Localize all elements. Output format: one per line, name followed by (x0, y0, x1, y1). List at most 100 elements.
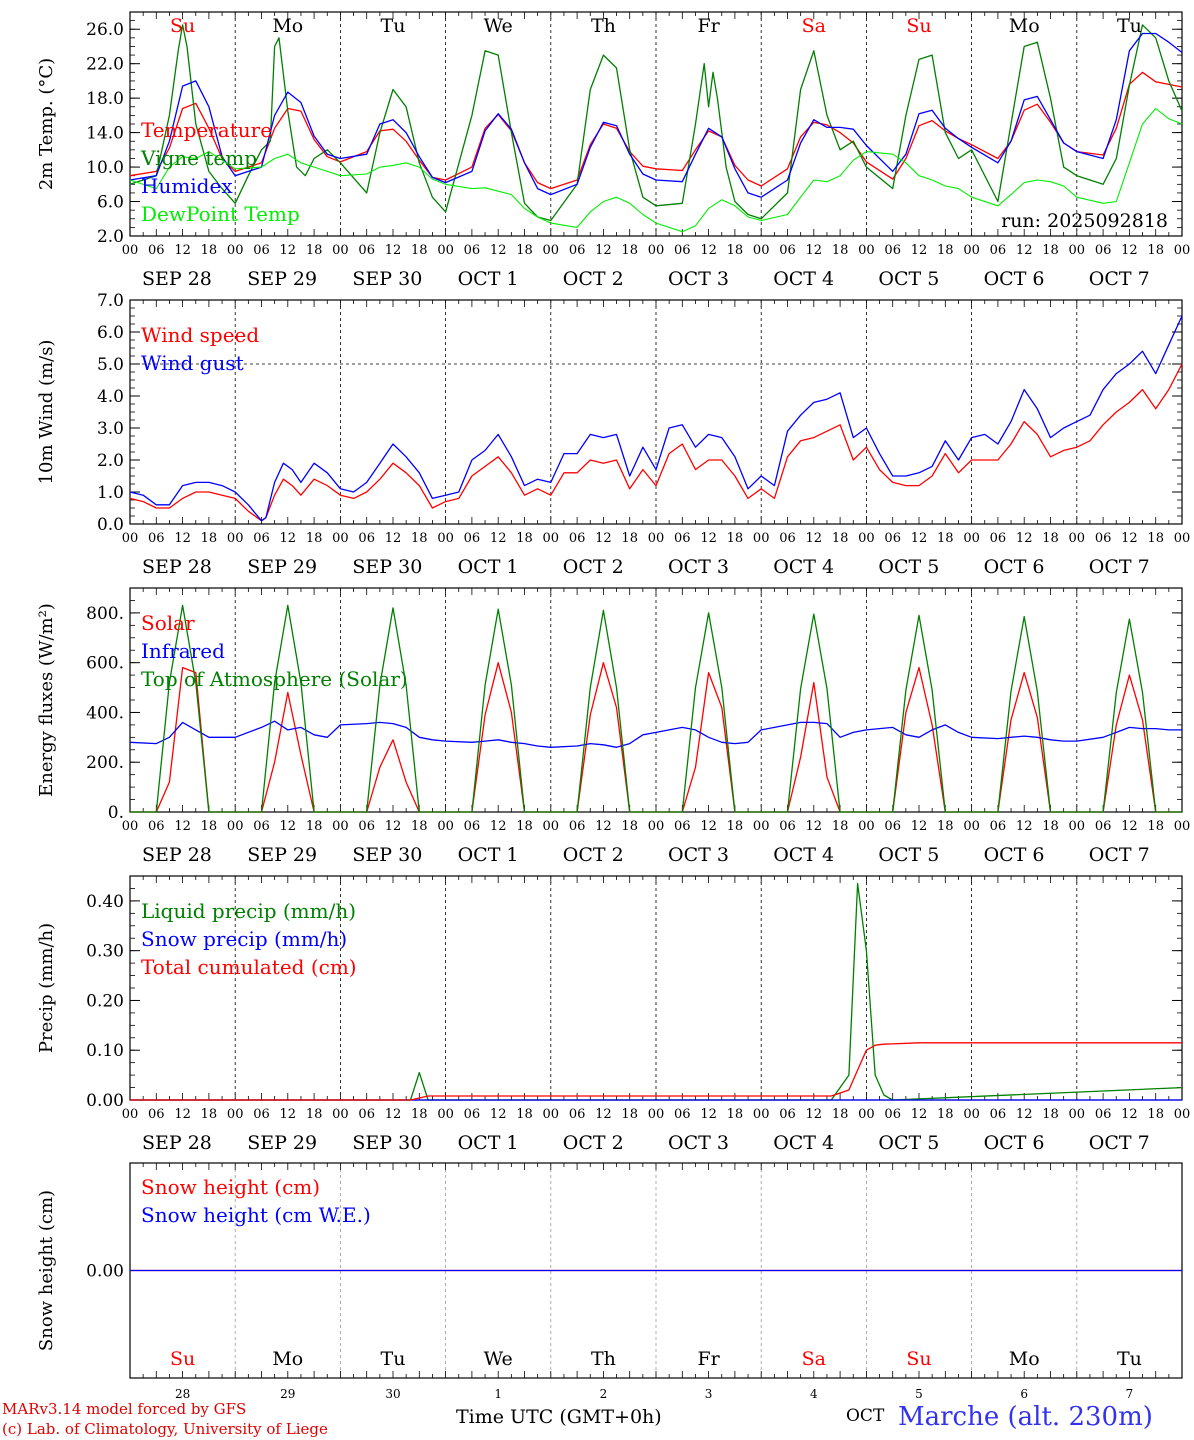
y-tick-label: 4.0 (97, 387, 124, 407)
hour-label: 00 (1069, 243, 1086, 258)
y-tick-label: 0.40 (86, 892, 124, 912)
hour-label: 00 (437, 531, 454, 546)
hour-label: 06 (990, 1107, 1007, 1122)
hour-label: 06 (1095, 1107, 1112, 1122)
y-tick-label: 2.0 (97, 227, 124, 247)
hour-label: 00 (543, 1107, 560, 1122)
y-tick-label: 0.0 (97, 515, 124, 535)
hour-label: 00 (437, 243, 454, 258)
hour-label: 00 (648, 819, 665, 834)
hour-label: 06 (569, 1107, 586, 1122)
hour-label: 00 (227, 819, 244, 834)
hour-label: 18 (306, 819, 323, 834)
hour-label: 12 (280, 1107, 297, 1122)
hour-label: 18 (937, 1107, 954, 1122)
hour-label: 06 (464, 243, 481, 258)
series-line-vigne-temp (129, 24, 1183, 222)
month-label: OCT (846, 1406, 885, 1426)
hour-label: 06 (779, 243, 796, 258)
hour-label: 18 (306, 243, 323, 258)
hour-label: 12 (1016, 243, 1033, 258)
hour-label: 18 (621, 1107, 638, 1122)
hour-label: 00 (753, 1107, 770, 1122)
day-of-week-label: We (484, 1348, 513, 1370)
hour-label: 00 (963, 243, 980, 258)
hour-label: 00 (122, 531, 139, 546)
series-line-dewpoint-temp (129, 107, 1183, 233)
hour-label: 00 (753, 819, 770, 834)
y-tick-label: 5.0 (97, 355, 124, 375)
date-label: OCT 1 (458, 844, 519, 866)
hour-label: 18 (411, 531, 428, 546)
y-tick-label: 0.00 (86, 1091, 124, 1111)
date-label: SEP 29 (247, 556, 317, 578)
date-label: OCT 5 (878, 556, 939, 578)
hour-label: 12 (1016, 819, 1033, 834)
legend-entry: Solar (141, 611, 195, 635)
hour-label: 12 (1121, 531, 1138, 546)
date-label: OCT 2 (563, 1132, 624, 1154)
day-number-label: 1 (494, 1387, 502, 1401)
hour-label: 12 (700, 243, 717, 258)
hour-label: 18 (832, 819, 849, 834)
hour-label: 12 (700, 1107, 717, 1122)
hour-label: 00 (858, 819, 875, 834)
date-label: OCT 4 (773, 556, 834, 578)
y-tick-label: 3.0 (97, 419, 124, 439)
hour-label: 00 (122, 243, 139, 258)
legend-entry: Humidex (141, 174, 233, 198)
day-number-label: 7 (1126, 1387, 1134, 1401)
day-number-label: 29 (280, 1387, 295, 1401)
hour-label: 00 (122, 1107, 139, 1122)
hour-label: 12 (806, 243, 823, 258)
hour-label: 18 (727, 243, 744, 258)
hour-label: 12 (911, 531, 928, 546)
legend-entry: Wind speed (141, 323, 259, 347)
series-line-total-cumulated-cm- (130, 1042, 1182, 1101)
hour-label: 06 (779, 1107, 796, 1122)
legend-entry: Total cumulated (cm) (141, 955, 357, 979)
hour-label: 12 (490, 243, 507, 258)
hour-label: 18 (1042, 1107, 1059, 1122)
panel-3: 0. 200. 400. 600. 800. Energy fluxes (W/m²) So… (36, 587, 1191, 866)
legend-entry: Temperature (141, 118, 272, 142)
date-label: OCT 5 (878, 1132, 939, 1154)
hour-label: 12 (280, 243, 297, 258)
date-label: OCT 1 (458, 268, 519, 290)
panel-frame (129, 587, 1183, 813)
hour-label: 06 (990, 531, 1007, 546)
hour-label: 00 (963, 819, 980, 834)
legend-entry: DewPoint Temp (141, 202, 300, 226)
y-tick-label: 6.0 (97, 323, 124, 343)
hour-label: 00 (543, 819, 560, 834)
hour-label: 06 (253, 243, 270, 258)
hour-label: 18 (1147, 1107, 1164, 1122)
panel-frame (129, 299, 1183, 525)
series-line-infrared (129, 720, 1182, 748)
y-tick-label: 7.0 (97, 291, 124, 311)
date-label: SEP 28 (142, 844, 212, 866)
hour-label: 06 (569, 819, 586, 834)
day-of-week-label: Mo (272, 1348, 303, 1370)
credit-model: MARv3.14 model forced by GFS (2, 1400, 247, 1418)
day-number-label: 4 (810, 1387, 818, 1401)
y-tick-label: 1.0 (97, 483, 124, 503)
hour-label: 18 (201, 531, 218, 546)
hour-label: 12 (595, 819, 612, 834)
hour-label: 12 (595, 531, 612, 546)
day-of-week-label: Tu (1117, 15, 1142, 37)
hour-label: 00 (1174, 819, 1191, 834)
hour-label: 00 (1069, 1107, 1086, 1122)
hour-label: 18 (727, 1107, 744, 1122)
hour-label: 12 (911, 1107, 928, 1122)
hour-label: 00 (858, 243, 875, 258)
hour-label: 00 (227, 531, 244, 546)
y-tick-label: 2.0 (97, 451, 124, 471)
hour-label: 18 (201, 819, 218, 834)
hour-label: 06 (1095, 243, 1112, 258)
date-label: OCT 7 (1089, 268, 1150, 290)
hour-label: 00 (648, 531, 665, 546)
hour-label: 18 (411, 243, 428, 258)
day-of-week-label: Su (170, 1348, 195, 1370)
hour-label: 06 (569, 243, 586, 258)
